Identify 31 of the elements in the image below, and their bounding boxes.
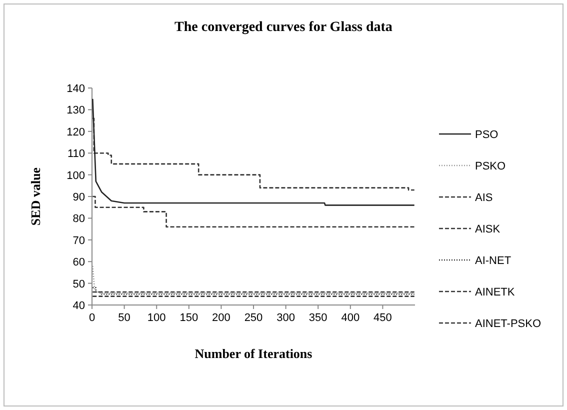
legend-label: PSO	[475, 129, 499, 141]
y-tick-label: 70	[72, 234, 85, 247]
legend-label: AIS	[475, 192, 493, 204]
x-tick-label: 0	[88, 312, 96, 324]
y-tick-label: 100	[66, 170, 85, 182]
x-tick-label: 350	[308, 312, 328, 324]
legend-label: PSKO	[475, 160, 506, 172]
y-tick-label: 140	[66, 83, 85, 95]
y-tick-label: 110	[67, 148, 85, 160]
legend-label: AISK	[475, 224, 501, 236]
x-tick-label: 100	[147, 312, 166, 324]
y-tick-label: 50	[72, 278, 85, 290]
y-tick-label: 90	[72, 192, 85, 204]
y-tick-label: 60	[72, 256, 85, 269]
x-tick-label: 250	[244, 312, 263, 324]
legend-label: AI-NET	[475, 255, 512, 267]
x-tick-label: 300	[276, 312, 295, 324]
y-tick-label: 80	[72, 213, 85, 226]
y-tick-label: 120	[66, 126, 85, 138]
x-tick-label: 450	[374, 312, 392, 324]
x-tick-label: 400	[341, 312, 360, 324]
x-tick-label: 200	[212, 312, 230, 324]
y-axis-title: SED value	[28, 167, 43, 226]
y-tick-label: 40	[72, 300, 85, 312]
chart-title: The converged curves for Glass data	[174, 20, 392, 35]
legend-label: AINET-PSKO	[475, 318, 542, 330]
x-tick-label: 50	[118, 312, 130, 324]
y-tick-label: 130	[66, 104, 85, 117]
legend-label: AINETK	[475, 286, 516, 298]
x-axis-title: Number of Iterations	[194, 346, 312, 361]
x-tick-label: 150	[180, 312, 198, 324]
